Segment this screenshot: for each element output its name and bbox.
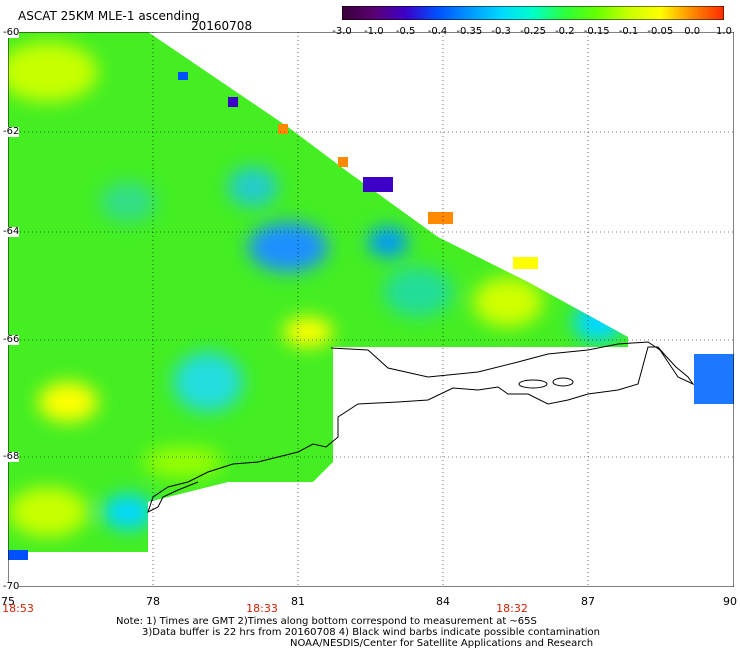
time-label-1: 18:53 <box>2 602 34 615</box>
lon-label-81: 81 <box>291 595 305 608</box>
coastline <box>147 341 695 513</box>
footer-note-2: 3)Data buffer is 22 hrs from 20160708 4)… <box>142 627 600 638</box>
lat-label-66: -66 <box>3 334 20 345</box>
swath-edge-cells <box>8 72 538 560</box>
swath-field <box>8 32 628 552</box>
map-title: ASCAT 25KM MLE-1 ascending <box>18 9 200 23</box>
isolated-data-block <box>694 354 734 404</box>
lon-label-90: 90 <box>723 595 737 608</box>
time-label-3: 18:32 <box>496 602 528 615</box>
lon-label-84: 84 <box>436 595 450 608</box>
footer-credit: NOAA/NESDIS/Center for Satellite Applica… <box>290 638 594 649</box>
wind-map <box>8 32 734 587</box>
footer-note-1: Note: 1) Times are GMT 2)Times along bot… <box>116 616 537 627</box>
lat-label-64: -64 <box>3 226 20 237</box>
lon-label-75: 75 <box>1 595 15 608</box>
colorbar <box>342 6 724 20</box>
lon-label-87: 87 <box>581 595 595 608</box>
lon-label-78: 78 <box>146 595 160 608</box>
lat-label-60: -60 <box>3 27 20 38</box>
map-date: 20160708 <box>191 19 253 33</box>
lat-label-70: -70 <box>3 581 20 592</box>
time-label-2: 18:33 <box>246 602 278 615</box>
colorbar-gradient <box>342 6 724 20</box>
graticule <box>8 32 734 587</box>
lat-label-62: -62 <box>3 126 20 137</box>
lat-label-68: -68 <box>3 451 20 462</box>
